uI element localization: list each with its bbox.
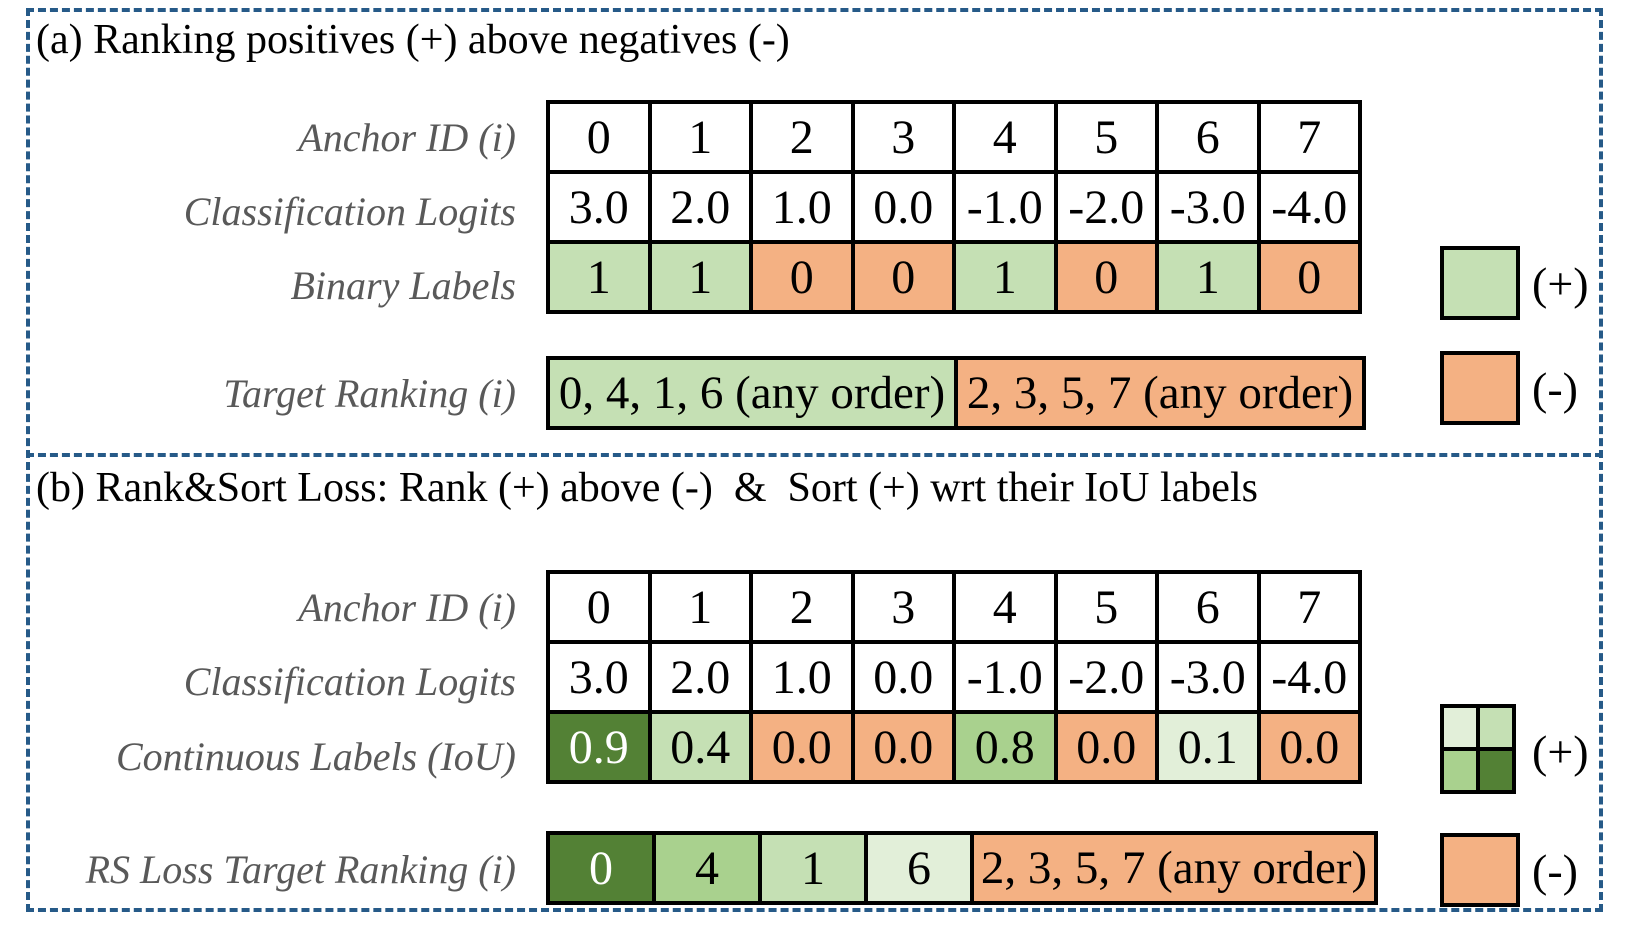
swatch-light-green xyxy=(1476,704,1516,751)
panel-a-anchor-id-row: 0 1 2 3 4 5 6 7 xyxy=(546,100,1362,174)
panel-a-positive-swatch xyxy=(1440,246,1520,320)
panel-b-title: (b) Rank&Sort Loss: Rank (+) above (-) &… xyxy=(36,465,1258,511)
logit-cell: -2.0 xyxy=(1053,170,1159,244)
panel-b-table: 0 1 2 3 4 5 6 7 3.0 2.0 1.0 0.0 -1.0 -2.… xyxy=(546,570,1362,784)
swatch-medium-green xyxy=(1440,747,1480,794)
anchor-id-cell: 5 xyxy=(1053,570,1159,644)
logit-cell: 2.0 xyxy=(647,640,753,714)
iou-cell-negative: 0.0 xyxy=(1256,710,1362,784)
anchor-id-cell: 3 xyxy=(850,100,956,174)
logit-cell: -3.0 xyxy=(1155,640,1261,714)
panel-b-classification-logits-label: Classification Logits xyxy=(183,658,516,704)
panel-b-rs-target-ranking-table: 0 4 1 6 2, 3, 5, 7 (any order) xyxy=(546,831,1378,905)
anchor-id-cell: 0 xyxy=(546,100,652,174)
rs-rank-cell-medium-green: 4 xyxy=(652,831,762,905)
binary-label-cell-positive: 1 xyxy=(546,240,652,314)
panel-b-rs-target-ranking-row: 0 4 1 6 2, 3, 5, 7 (any order) xyxy=(546,831,1378,905)
anchor-id-cell: 2 xyxy=(749,100,855,174)
panel-b-iou-labels-row: 0.9 0.4 0.0 0.0 0.8 0.0 0.1 0.0 xyxy=(546,710,1362,784)
anchor-id-cell: 4 xyxy=(952,570,1058,644)
logit-cell: -4.0 xyxy=(1256,170,1362,244)
logit-cell: -1.0 xyxy=(952,170,1058,244)
iou-cell-negative: 0.0 xyxy=(850,710,956,784)
logit-cell: 0.0 xyxy=(850,640,956,714)
panel-a-binary-labels-row: 1 1 0 0 1 0 1 0 xyxy=(546,240,1362,314)
binary-label-cell-positive: 1 xyxy=(952,240,1058,314)
rs-rank-cell-light-green: 1 xyxy=(758,831,868,905)
iou-cell-xlight-green: 0.1 xyxy=(1155,710,1261,784)
panel-a-target-ranking-table: 0, 4, 1, 6 (any order) 2, 3, 5, 7 (any o… xyxy=(546,356,1366,430)
logit-cell: 3.0 xyxy=(546,640,652,714)
panel-b-rs-target-ranking-label: RS Loss Target Ranking (i) xyxy=(85,847,516,892)
panel-a-negative-swatch xyxy=(1440,351,1520,425)
logit-cell: -2.0 xyxy=(1053,640,1159,714)
anchor-id-cell: 2 xyxy=(749,570,855,644)
iou-cell-light-green: 0.4 xyxy=(647,710,753,784)
rs-rank-negatives-cell: 2, 3, 5, 7 (any order) xyxy=(970,831,1378,905)
panel-b-anchor-id-row: 0 1 2 3 4 5 6 7 xyxy=(546,570,1362,644)
panel-a-logits-row: 3.0 2.0 1.0 0.0 -1.0 -2.0 -3.0 -4.0 xyxy=(546,170,1362,244)
swatch-dark-green xyxy=(1476,747,1516,794)
anchor-id-cell: 6 xyxy=(1155,570,1261,644)
anchor-id-cell: 6 xyxy=(1155,100,1261,174)
logit-cell: 3.0 xyxy=(546,170,652,244)
binary-label-cell-negative: 0 xyxy=(749,240,855,314)
target-ranking-negatives-cell: 2, 3, 5, 7 (any order) xyxy=(954,356,1366,430)
panel-b-logits-row: 3.0 2.0 1.0 0.0 -1.0 -2.0 -3.0 -4.0 xyxy=(546,640,1362,714)
panel-b-negative-swatch xyxy=(1440,833,1520,907)
panel-b-positive-swatch-grid xyxy=(1440,704,1516,794)
rs-rank-cell-dark-green: 0 xyxy=(546,831,656,905)
anchor-id-cell: 7 xyxy=(1256,100,1362,174)
anchor-id-cell: 3 xyxy=(850,570,956,644)
logit-cell: -1.0 xyxy=(952,640,1058,714)
panel-a-classification-logits-label: Classification Logits xyxy=(183,188,516,234)
anchor-id-cell: 5 xyxy=(1053,100,1159,174)
panel-a-anchor-id-label: Anchor ID (i) xyxy=(298,114,516,160)
panel-a-negative-legend-label: (-) xyxy=(1532,362,1578,414)
logit-cell: -4.0 xyxy=(1256,640,1362,714)
logit-cell: 1.0 xyxy=(749,170,855,244)
panel-a-target-ranking-label: Target Ranking (i) xyxy=(223,370,516,416)
panel-a-positive-legend-label: (+) xyxy=(1532,257,1589,309)
rs-rank-cell-xlight-green: 6 xyxy=(864,831,974,905)
anchor-id-cell: 0 xyxy=(546,570,652,644)
panel-a-title: (a) Ranking positives (+) above negative… xyxy=(36,17,790,63)
iou-cell-dark-green: 0.9 xyxy=(546,710,652,784)
panel-b-anchor-id-label: Anchor ID (i) xyxy=(298,584,516,630)
panel-a-target-ranking-row: 0, 4, 1, 6 (any order) 2, 3, 5, 7 (any o… xyxy=(546,356,1366,430)
logit-cell: 2.0 xyxy=(647,170,753,244)
swatch-xlight-green xyxy=(1440,704,1480,751)
anchor-id-cell: 1 xyxy=(647,570,753,644)
panel-divider-line xyxy=(26,453,1603,457)
iou-cell-negative: 0.0 xyxy=(749,710,855,784)
anchor-id-cell: 4 xyxy=(952,100,1058,174)
panel-b-negative-legend-label: (-) xyxy=(1532,844,1578,896)
panel-a-binary-labels-label: Binary Labels xyxy=(290,262,516,308)
binary-label-cell-negative: 0 xyxy=(1053,240,1159,314)
iou-cell-medium-green: 0.8 xyxy=(952,710,1058,784)
panel-b-positive-legend-label: (+) xyxy=(1532,725,1589,777)
panel-a-table: 0 1 2 3 4 5 6 7 3.0 2.0 1.0 0.0 -1.0 -2.… xyxy=(546,100,1362,314)
binary-label-cell-positive: 1 xyxy=(1155,240,1261,314)
logit-cell: -3.0 xyxy=(1155,170,1261,244)
iou-cell-negative: 0.0 xyxy=(1053,710,1159,784)
logit-cell: 1.0 xyxy=(749,640,855,714)
target-ranking-positives-cell: 0, 4, 1, 6 (any order) xyxy=(546,356,958,430)
binary-label-cell-negative: 0 xyxy=(850,240,956,314)
binary-label-cell-negative: 0 xyxy=(1256,240,1362,314)
logit-cell: 0.0 xyxy=(850,170,956,244)
binary-label-cell-positive: 1 xyxy=(647,240,753,314)
panel-b-continuous-labels-label: Continuous Labels (IoU) xyxy=(116,733,516,779)
anchor-id-cell: 7 xyxy=(1256,570,1362,644)
figure-dashed-border xyxy=(26,8,1603,912)
anchor-id-cell: 1 xyxy=(647,100,753,174)
